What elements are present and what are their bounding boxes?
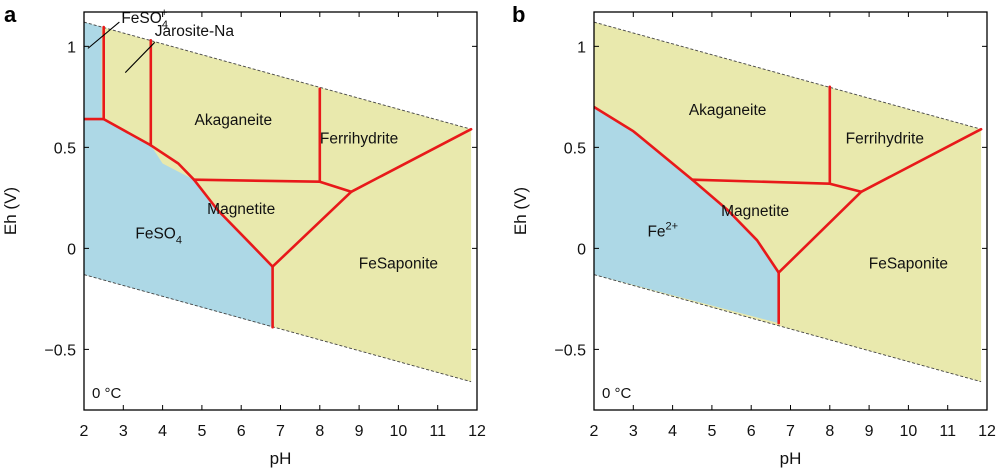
x-tick-label: 4 [668, 423, 677, 440]
y-axis-title: Eh (V) [511, 187, 530, 235]
x-tick-label: 12 [468, 423, 486, 440]
region-label-fe2-: Fe2+ [647, 220, 678, 240]
y-tick-label: 0 [577, 241, 586, 258]
panel-a: Akaganeite Ferrihydrite Magnetite FeSaponit… [1, 2, 486, 468]
y-tick-label: −0.5 [44, 342, 76, 359]
x-tick-label: 2 [590, 423, 599, 440]
oxygen-limit-line [84, 21, 472, 130]
x-axis-title: pH [780, 449, 802, 468]
region-label-feso4: FeSO4 [135, 225, 182, 246]
phase-boundary [102, 117, 153, 147]
x-tick-label: 10 [900, 423, 918, 440]
x-tick-label: 12 [978, 423, 996, 440]
oxygen-limit-line [594, 21, 982, 130]
plot-area [84, 21, 473, 383]
y-tick-label: 0.5 [564, 140, 586, 157]
y-axis-title: Eh (V) [1, 187, 20, 235]
x-tick-label: 4 [158, 423, 167, 440]
panel-letter: a [4, 2, 17, 27]
region-label-magnetite: Magnetite [721, 203, 789, 220]
x-tick-label: 3 [119, 423, 128, 440]
x-tick-label: 9 [865, 423, 874, 440]
y-tick-label: 1 [577, 39, 586, 56]
hydrogen-limit-line [84, 274, 472, 383]
callout-label-jarosite-na: Jarosite-Na [155, 23, 235, 40]
x-tick-label: 8 [825, 423, 834, 440]
temperature-label: 0 °C [602, 385, 632, 402]
region-label-ferrihydrite: Ferrihydrite [846, 130, 924, 147]
x-tick-label: 7 [786, 423, 795, 440]
x-tick-label: 2 [80, 423, 89, 440]
x-tick-label: 10 [390, 423, 408, 440]
x-tick-label: 7 [276, 423, 285, 440]
callout-label-feso4-: FeSO4+ [121, 7, 168, 31]
callout-leader-line [124, 41, 156, 73]
y-tick-label: 0 [67, 241, 76, 258]
x-tick-label: 6 [237, 423, 246, 440]
phase-boundary [859, 127, 983, 194]
y-tick-label: −0.5 [554, 342, 586, 359]
phase-boundary [777, 190, 863, 274]
x-tick-label: 3 [629, 423, 638, 440]
phase-boundary [594, 105, 781, 274]
phase-boundary [271, 190, 353, 268]
x-tick-label: 11 [939, 423, 956, 440]
panel-letter: b [512, 2, 525, 27]
hydrogen-limit-line [594, 274, 982, 383]
x-tick-label: 11 [429, 423, 446, 440]
region-label-magnetite: Magnetite [207, 201, 275, 218]
y-tick-label: 1 [67, 39, 76, 56]
x-tick-label: 9 [355, 423, 364, 440]
plot-area [594, 21, 983, 383]
region-label-ferrihydrite: Ferrihydrite [320, 130, 398, 147]
callout-leader-line [87, 21, 120, 49]
panel-b: Akaganeite Ferrihydrite Magnetite FeSaponit… [511, 2, 996, 468]
x-tick-label: 5 [197, 423, 206, 440]
phase-boundary [149, 144, 274, 268]
region-label-fesaponite: FeSaponite [359, 256, 438, 273]
region-label-fesaponite: FeSaponite [869, 256, 948, 273]
x-tick-label: 8 [315, 423, 324, 440]
region-label-akaganeite: Akaganeite [689, 102, 767, 119]
phase-boundary [349, 127, 473, 194]
temperature-label: 0 °C [92, 385, 122, 402]
aqueous-field [84, 22, 273, 328]
region-label-akaganeite: Akaganeite [195, 112, 273, 129]
x-tick-label: 5 [707, 423, 716, 440]
x-tick-label: 6 [747, 423, 756, 440]
x-axis-title: pH [270, 449, 292, 468]
y-tick-label: 0.5 [54, 140, 76, 157]
aqueous-field [594, 107, 779, 324]
